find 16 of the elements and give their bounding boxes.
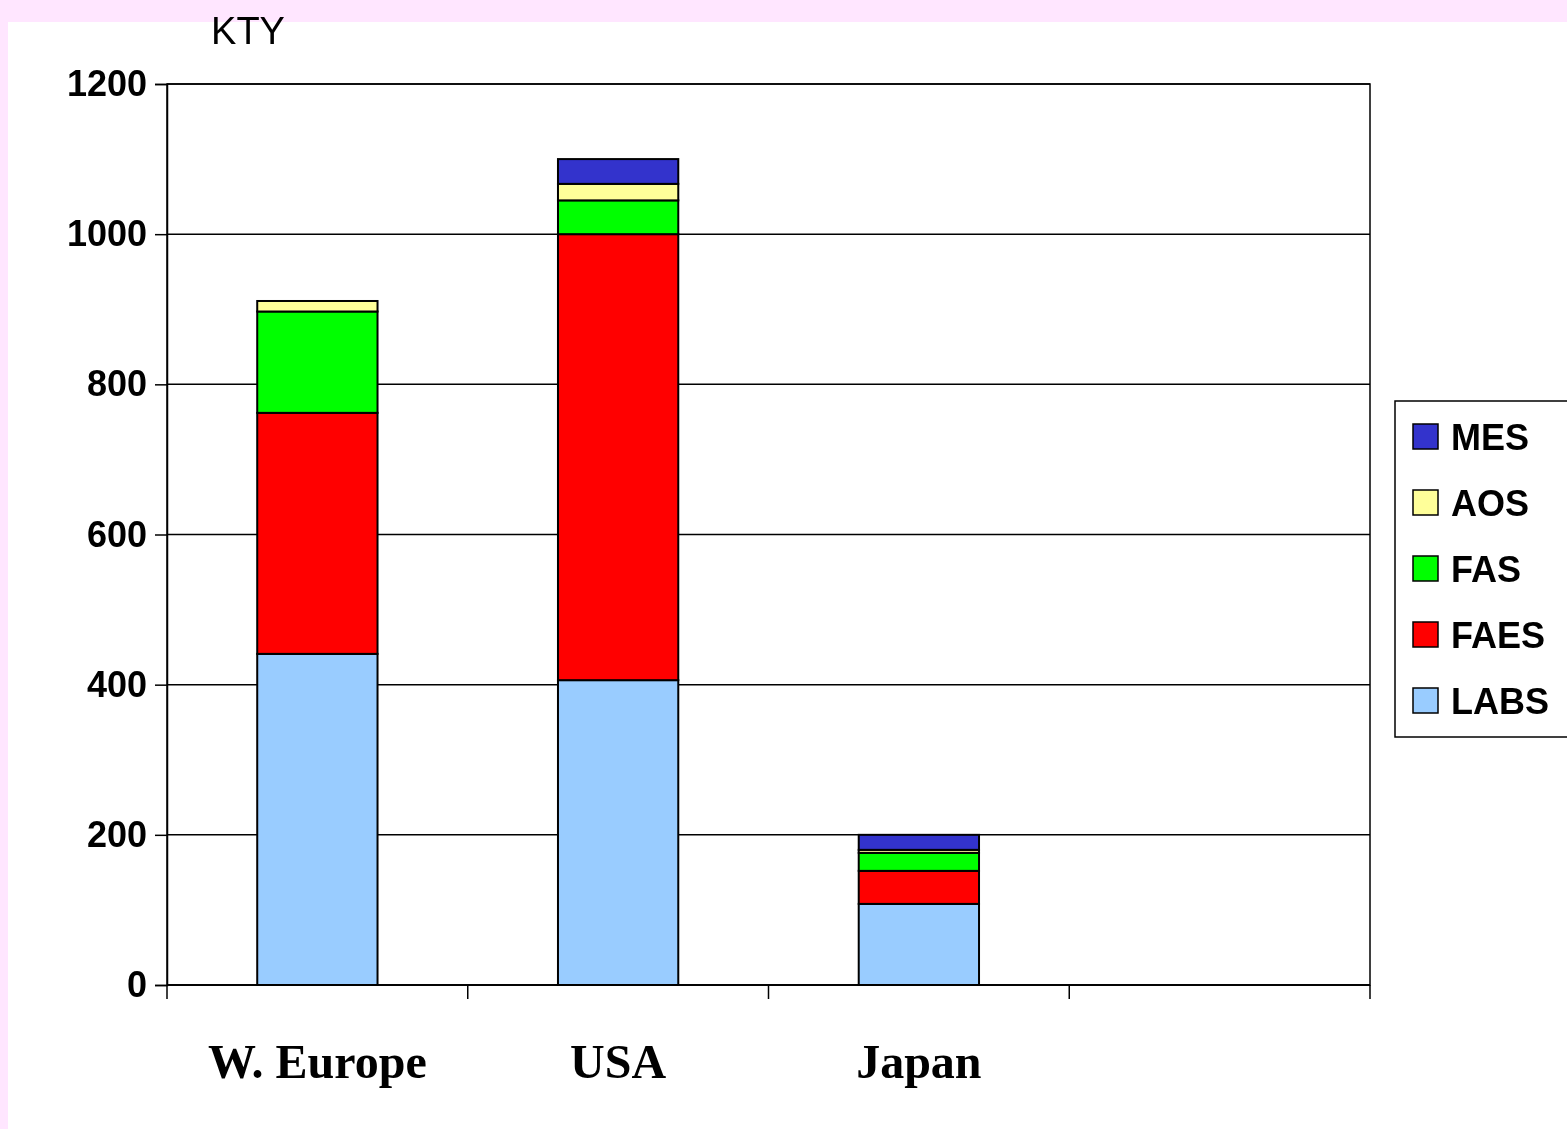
y-axis-title: KTY — [211, 10, 285, 52]
y-tick-label: 0 — [126, 964, 147, 1006]
y-tick-label: 200 — [86, 813, 147, 855]
legend-label: AOS — [1451, 483, 1530, 524]
y-tick-label: 1000 — [66, 213, 147, 255]
y-tick-label: 1200 — [66, 63, 147, 105]
y-tick-label: 400 — [86, 663, 147, 705]
legend-label: FAES — [1451, 615, 1546, 656]
legend-label: FAS — [1451, 549, 1522, 590]
x-tick-label: Japan — [856, 1035, 982, 1088]
x-tick-label: W. Europe — [208, 1035, 427, 1088]
x-tick-label: USA — [570, 1035, 667, 1088]
legend-label: LABS — [1451, 681, 1549, 722]
y-tick-label: 800 — [86, 363, 147, 405]
y-tick-label: 600 — [86, 513, 147, 555]
legend-label: MES — [1451, 417, 1530, 458]
